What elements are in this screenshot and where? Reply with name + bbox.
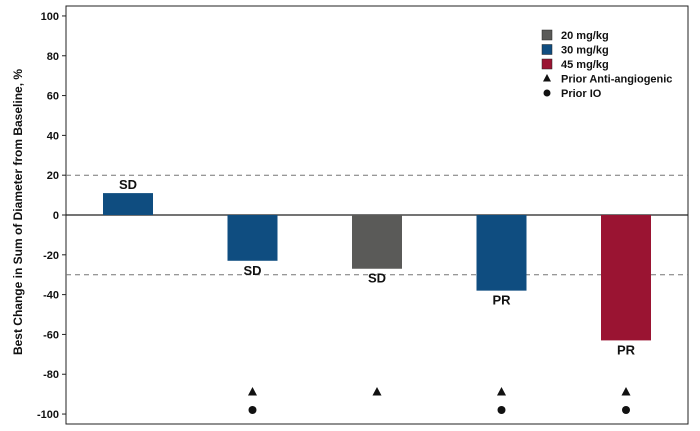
legend-swatch bbox=[541, 58, 553, 70]
bar bbox=[227, 215, 278, 261]
legend-label: Prior Anti-angiogenic bbox=[561, 74, 672, 86]
legend-label: 45 mg/kg bbox=[561, 59, 609, 71]
y-tick-label: -80 bbox=[43, 369, 59, 381]
bar-response-label: SD bbox=[243, 263, 261, 278]
prior-therapy-markers bbox=[248, 387, 631, 414]
y-tick-label: -100 bbox=[37, 409, 59, 421]
y-tick-label: -60 bbox=[43, 329, 59, 341]
y-tick-label: -20 bbox=[43, 250, 59, 262]
legend: 20 mg/kg 30 mg/kg 45 mg/kg Prior Anti-angio… bbox=[541, 29, 672, 100]
bar bbox=[103, 193, 153, 215]
y-tick-label: 40 bbox=[47, 130, 59, 142]
prior-anti-angiogenic-marker bbox=[248, 387, 257, 396]
axes: 100 80 60 40 20 0 -20 -40 -60 -80 -100 bbox=[37, 5, 689, 425]
bar bbox=[476, 215, 527, 291]
y-tick-label: 60 bbox=[47, 91, 59, 103]
prior-io-marker bbox=[622, 406, 630, 414]
y-tick-label: -40 bbox=[43, 290, 59, 302]
legend-triangle-icon bbox=[543, 74, 551, 82]
prior-anti-angiogenic-marker bbox=[372, 387, 382, 396]
prior-anti-angiogenic-marker bbox=[621, 387, 631, 396]
bars bbox=[103, 193, 651, 341]
bar-labels: SD SD SD PR PR bbox=[119, 177, 636, 357]
legend-label: 30 mg/kg bbox=[561, 45, 609, 57]
bar-response-label: SD bbox=[368, 271, 386, 286]
prior-anti-angiogenic-marker bbox=[497, 387, 506, 396]
prior-io-marker bbox=[497, 406, 506, 414]
y-axis-label: Best Change in Sum of Diameter from Base… bbox=[11, 69, 25, 355]
bar-response-label: PR bbox=[492, 293, 511, 308]
legend-circle-icon bbox=[543, 89, 551, 97]
bar bbox=[352, 215, 402, 269]
legend-swatch bbox=[541, 44, 553, 55]
y-tick-label: 80 bbox=[47, 51, 59, 63]
reference-lines bbox=[66, 174, 688, 276]
bar bbox=[601, 215, 651, 341]
y-tick-label: 20 bbox=[47, 170, 59, 182]
bar-response-label: SD bbox=[119, 177, 137, 192]
legend-swatch bbox=[541, 29, 553, 41]
bar-response-label: PR bbox=[617, 342, 636, 357]
legend-label: 20 mg/kg bbox=[561, 30, 609, 42]
prior-io-marker bbox=[248, 406, 257, 414]
y-tick-label: 0 bbox=[53, 210, 59, 222]
legend-label: Prior IO bbox=[561, 88, 602, 100]
y-tick-label: 100 bbox=[41, 11, 59, 23]
